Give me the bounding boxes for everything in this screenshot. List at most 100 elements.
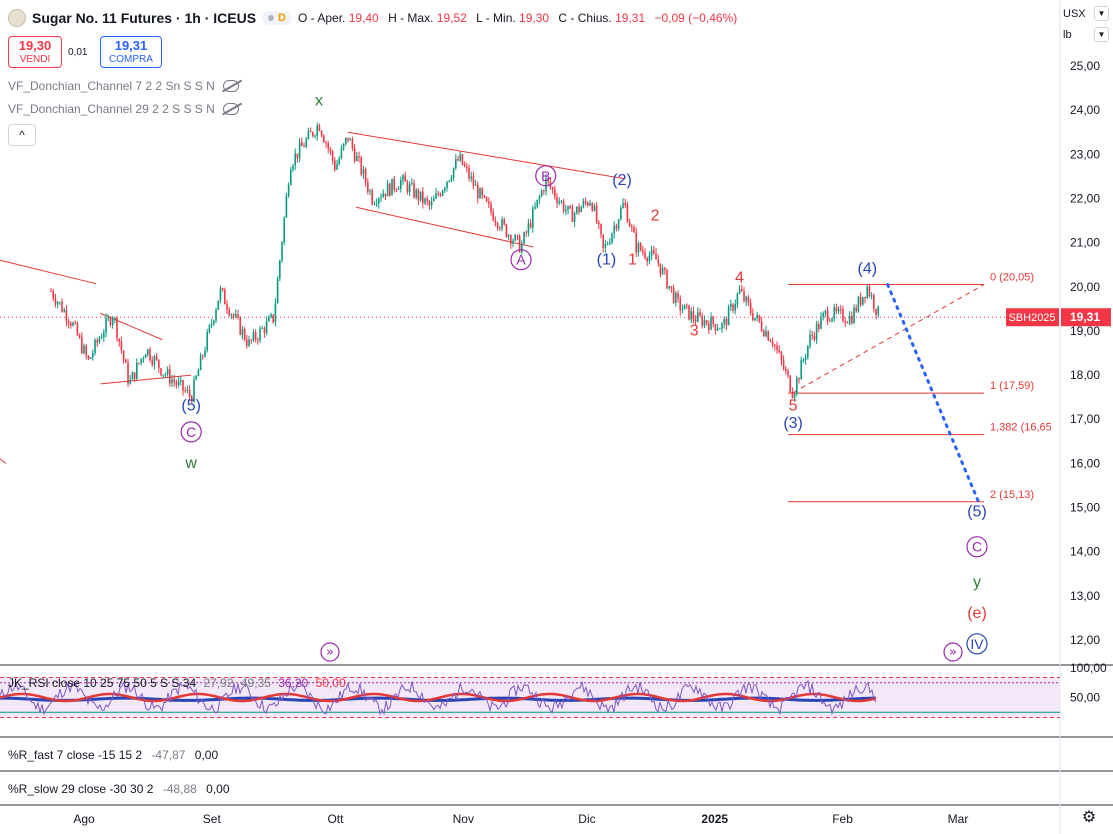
candle-body <box>826 310 829 322</box>
candle-body <box>270 314 272 318</box>
wave-label: (e) <box>967 605 987 622</box>
candle-body <box>505 224 508 237</box>
candle-body <box>771 341 774 345</box>
candle-body <box>226 304 228 310</box>
candle-body <box>752 313 754 321</box>
candle-body <box>868 286 871 296</box>
candle-body <box>756 315 759 318</box>
candle-body <box>74 322 77 324</box>
wave-label: 1 <box>628 252 637 269</box>
scroll-to-realtime-icon <box>320 642 340 662</box>
candle-body <box>430 201 433 206</box>
candle-body <box>540 190 543 197</box>
candle-body <box>386 183 389 197</box>
price-axis-controls: USX ▼ lb ▼ <box>1063 6 1109 48</box>
candle-body <box>745 296 748 302</box>
candle-body <box>584 200 587 203</box>
candle-body <box>818 323 820 329</box>
sell-button[interactable]: 19,30 VENDI <box>8 36 62 68</box>
candle-body <box>554 189 556 197</box>
wave-label: 4 <box>735 269 744 286</box>
gear-icon[interactable]: ⚙ <box>1081 809 1097 826</box>
candle-body <box>736 293 739 305</box>
candle-body <box>714 324 717 331</box>
rsi-name: JK_RSI close 10 25 75 50 5 S S 34 <box>8 676 197 690</box>
candle-body <box>514 235 517 241</box>
channel-lower-line <box>355 206 534 248</box>
candle-body <box>400 180 402 189</box>
price-tick-label: 19,00 <box>1070 324 1100 338</box>
candle-body <box>611 233 613 243</box>
candle-body <box>510 235 512 244</box>
candle-body <box>287 185 290 196</box>
wave-label: (2) <box>612 172 632 189</box>
candle-body <box>463 164 466 167</box>
candle-body <box>356 155 358 162</box>
candle-body <box>683 304 686 310</box>
candle-body <box>402 175 404 181</box>
candle-body <box>136 362 138 380</box>
candle-body <box>747 296 750 304</box>
candle-body <box>631 226 633 228</box>
legend-row: Sugar No. 11 Futures · 1h · ICEUS D O - … <box>8 9 743 27</box>
market-status-badge[interactable]: D <box>262 11 292 25</box>
indicator-row-donchian-7[interactable]: VF_Donchian_Channel 7 2 2 Sn S S N <box>8 79 239 93</box>
candle-body <box>369 190 371 192</box>
rslow-value-1: -48,88 <box>162 782 197 796</box>
candle-body <box>763 330 765 337</box>
candle-body <box>263 328 266 334</box>
rsi-blue-line <box>0 696 876 702</box>
indicator-row-donchian-29[interactable]: VF_Donchian_Channel 29 2 2 S S S N <box>8 102 239 116</box>
hidden-eye-icon[interactable] <box>222 80 239 92</box>
hidden-eye-icon[interactable] <box>222 103 239 115</box>
wave-label: x <box>315 93 323 110</box>
candle-body <box>877 306 880 315</box>
candle-body <box>653 250 655 254</box>
candle-body <box>791 391 794 398</box>
rfast-legend[interactable]: %R_fast 7 close -15 15 2 -47,87 0,00 <box>8 748 218 762</box>
candle-body <box>490 203 492 213</box>
candle-body <box>525 232 528 234</box>
candle-body <box>716 328 719 331</box>
candle-body <box>512 240 514 244</box>
buy-button[interactable]: 19,31 COMPRA <box>100 36 162 68</box>
time-tick-label: Dic <box>578 812 595 826</box>
buy-price: 19,31 <box>114 38 148 53</box>
rsi-legend[interactable]: JK_RSI close 10 25 75 50 5 S S 34 27,92 … <box>8 676 346 690</box>
candle-body <box>347 137 349 141</box>
candle-body <box>727 307 730 326</box>
currency-selector[interactable]: USX ▼ <box>1063 6 1109 21</box>
candle-body <box>620 208 622 220</box>
candle-body <box>782 360 785 369</box>
candle-body <box>807 345 809 358</box>
unit-selector[interactable]: lb ▼ <box>1063 27 1109 42</box>
candle-body <box>417 189 420 201</box>
symbol-title[interactable]: Sugar No. 11 Futures · 1h · ICEUS <box>32 10 257 26</box>
currency-label: USX <box>1063 7 1086 20</box>
candle-body <box>129 379 132 384</box>
candle-body <box>741 288 743 292</box>
candle-body <box>820 317 822 329</box>
candle-body <box>274 303 277 323</box>
candle-body <box>496 222 499 228</box>
rslow-legend[interactable]: %R_slow 29 close -30 30 2 -48,88 0,00 <box>8 782 230 796</box>
candle-body <box>373 203 376 205</box>
wave-label-circle <box>966 633 988 655</box>
candle-body <box>455 159 457 168</box>
candle-body <box>642 250 644 253</box>
candle-body <box>870 295 873 297</box>
candle-body <box>789 375 792 392</box>
candle-body <box>859 296 862 305</box>
candle-body <box>191 396 193 402</box>
candle-body <box>664 268 666 270</box>
candle-body <box>875 308 877 315</box>
collapse-legend-button[interactable]: ^ <box>8 124 36 146</box>
wave-label: y <box>973 574 981 591</box>
candle-body <box>109 317 112 325</box>
candle-body <box>644 252 646 259</box>
candle-body <box>100 337 103 339</box>
candle-body <box>375 203 378 205</box>
candle-body <box>325 142 327 144</box>
candle-body <box>428 201 431 206</box>
